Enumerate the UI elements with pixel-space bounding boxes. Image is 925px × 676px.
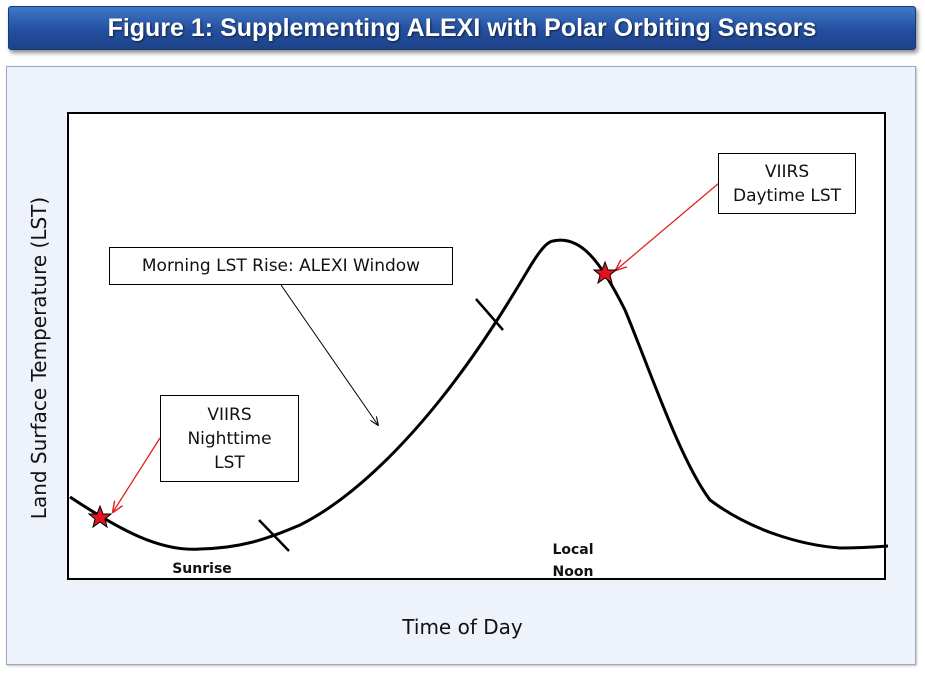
- x-axis-label: Time of Day: [402, 615, 523, 639]
- window-start-tick: [258, 519, 290, 552]
- alexi-window-callout: Morning LST Rise: ALEXI Window: [109, 247, 453, 285]
- daytime-callout-text: VIIRS Daytime LST: [732, 161, 842, 206]
- alexi-window-arrow: [280, 284, 378, 425]
- local-noon-label: Local Noon: [552, 542, 594, 580]
- nighttime-star-icon: [87, 504, 113, 529]
- nighttime-callout-text: VIIRS Nighttime LST: [187, 404, 272, 473]
- daytime-arrow: [616, 182, 720, 270]
- nighttime-callout: VIIRS Nighttime LST: [160, 395, 299, 482]
- nighttime-arrow: [113, 437, 161, 512]
- daytime-callout: VIIRS Daytime LST: [718, 153, 856, 214]
- lst-diurnal-curve: [69, 238, 889, 551]
- sunrise-label: Sunrise: [172, 561, 232, 577]
- alexi-window-callout-text: Morning LST Rise: ALEXI Window: [141, 256, 421, 276]
- title-banner: Figure 1: Supplementing ALEXI with Polar…: [8, 6, 916, 50]
- window-end-tick: [475, 298, 504, 331]
- y-axis-label: Land Surface Temperature (LST): [27, 196, 51, 520]
- daytime-star-icon: [592, 260, 618, 285]
- figure-title: Figure 1: Supplementing ALEXI with Polar…: [107, 13, 817, 42]
